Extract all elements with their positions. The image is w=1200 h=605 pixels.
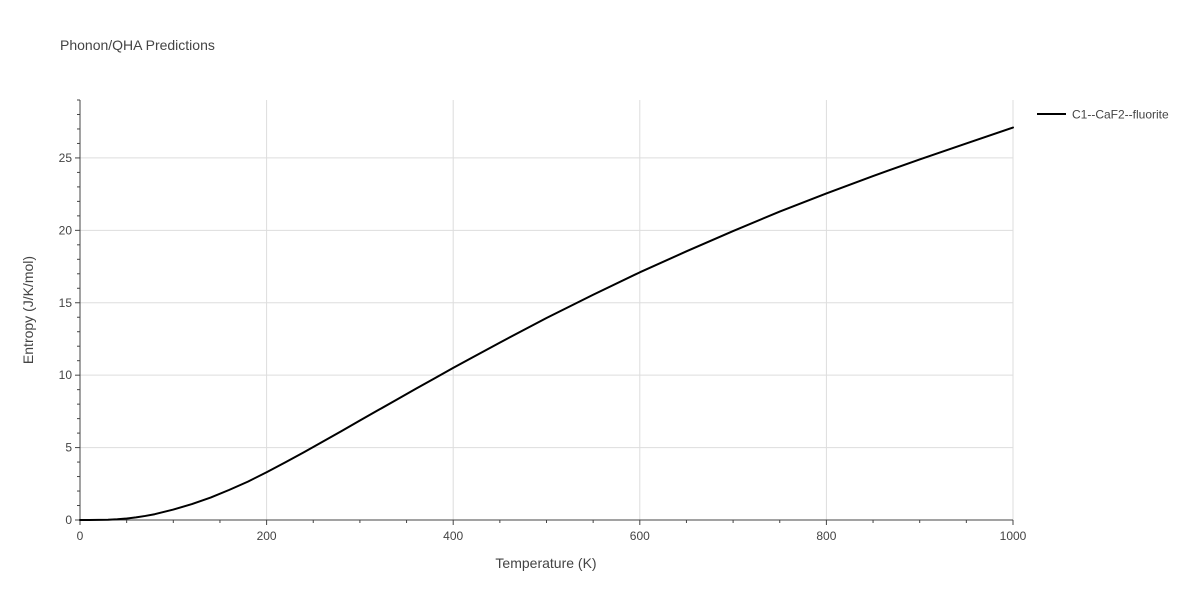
y-axis-label: Entropy (J/K/mol) [20,256,36,364]
axes-layer [75,99,1014,525]
x-tick-label: 800 [816,529,836,543]
y-tick-label: 25 [59,151,73,165]
y-tick-label: 20 [59,223,73,237]
x-tick-label: 0 [77,529,84,543]
tick-label-layer: 0 200 400 600 800 1000 0 5 10 15 20 25 [59,151,1027,543]
chart-title: Phonon/QHA Predictions [60,37,215,53]
y-tick-label: 10 [59,368,73,382]
y-tick-label: 15 [59,296,73,310]
x-tick-label: 600 [630,529,650,543]
series-line [79,126,1014,521]
legend-label: C1--CaF2--fluorite [1072,108,1169,122]
x-axis-label: Temperature (K) [495,555,596,571]
y-tick-label: 0 [65,513,72,527]
x-tick-label: 200 [257,529,277,543]
y-tick-label: 5 [65,441,72,455]
x-tick-label: 400 [443,529,463,543]
legend[interactable]: C1--CaF2--fluorite [1037,108,1169,122]
grid-layer [80,100,1014,520]
series-layer [79,126,1014,521]
x-tick-label: 1000 [1000,529,1027,543]
